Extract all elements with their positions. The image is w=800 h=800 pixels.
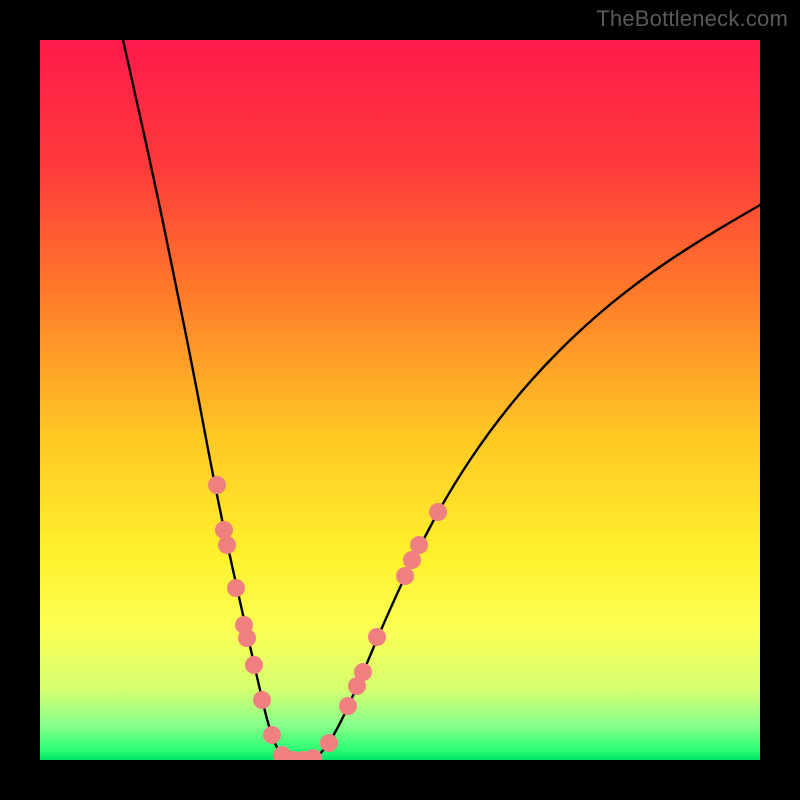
data-marker — [429, 503, 447, 521]
data-marker — [320, 734, 338, 752]
data-marker — [396, 567, 414, 585]
data-marker — [227, 579, 245, 597]
data-marker — [339, 697, 357, 715]
data-marker — [263, 726, 281, 744]
data-marker — [410, 536, 428, 554]
watermark-text: TheBottleneck.com — [596, 6, 788, 32]
bottleneck-curve-chart — [0, 0, 800, 800]
data-marker — [218, 536, 236, 554]
chart-container: TheBottleneck.com — [0, 0, 800, 800]
data-marker — [354, 663, 372, 681]
data-marker — [245, 656, 263, 674]
data-marker — [215, 521, 233, 539]
data-marker — [208, 476, 226, 494]
data-marker — [253, 691, 271, 709]
data-marker — [238, 629, 256, 647]
data-marker — [368, 628, 386, 646]
